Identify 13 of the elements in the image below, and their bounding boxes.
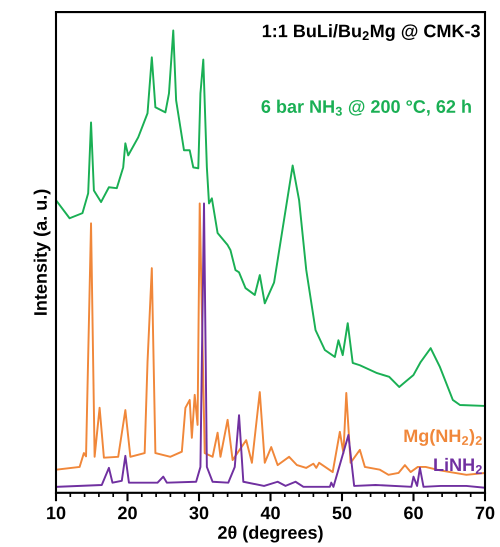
x-tick-label: 60 [404, 506, 423, 520]
x-tick-label: 70 [476, 506, 494, 520]
x-axis-title: 2θ (degrees) [218, 526, 323, 543]
x-tick-label: 50 [332, 506, 352, 520]
text: 6 bar NH$_{3}$ @ 200 °C, 62 h [262, 100, 471, 116]
series-label: Mg(NH$_{2}$)$_{2}$ [404, 428, 482, 446]
x-tick-label: 20 [118, 506, 137, 520]
x-tick-label: 10 [47, 506, 66, 520]
annotation: 1:1 BuLi/Bu$_{2}$Mg @ CMK-3 [262, 24, 480, 41]
y-axis-title: Intensity (a. u.) [34, 190, 50, 315]
x-tick-label: 30 [189, 506, 208, 520]
x-tick-label: 40 [260, 506, 280, 520]
series-label: LiNH$_{2}$ [434, 458, 482, 474]
